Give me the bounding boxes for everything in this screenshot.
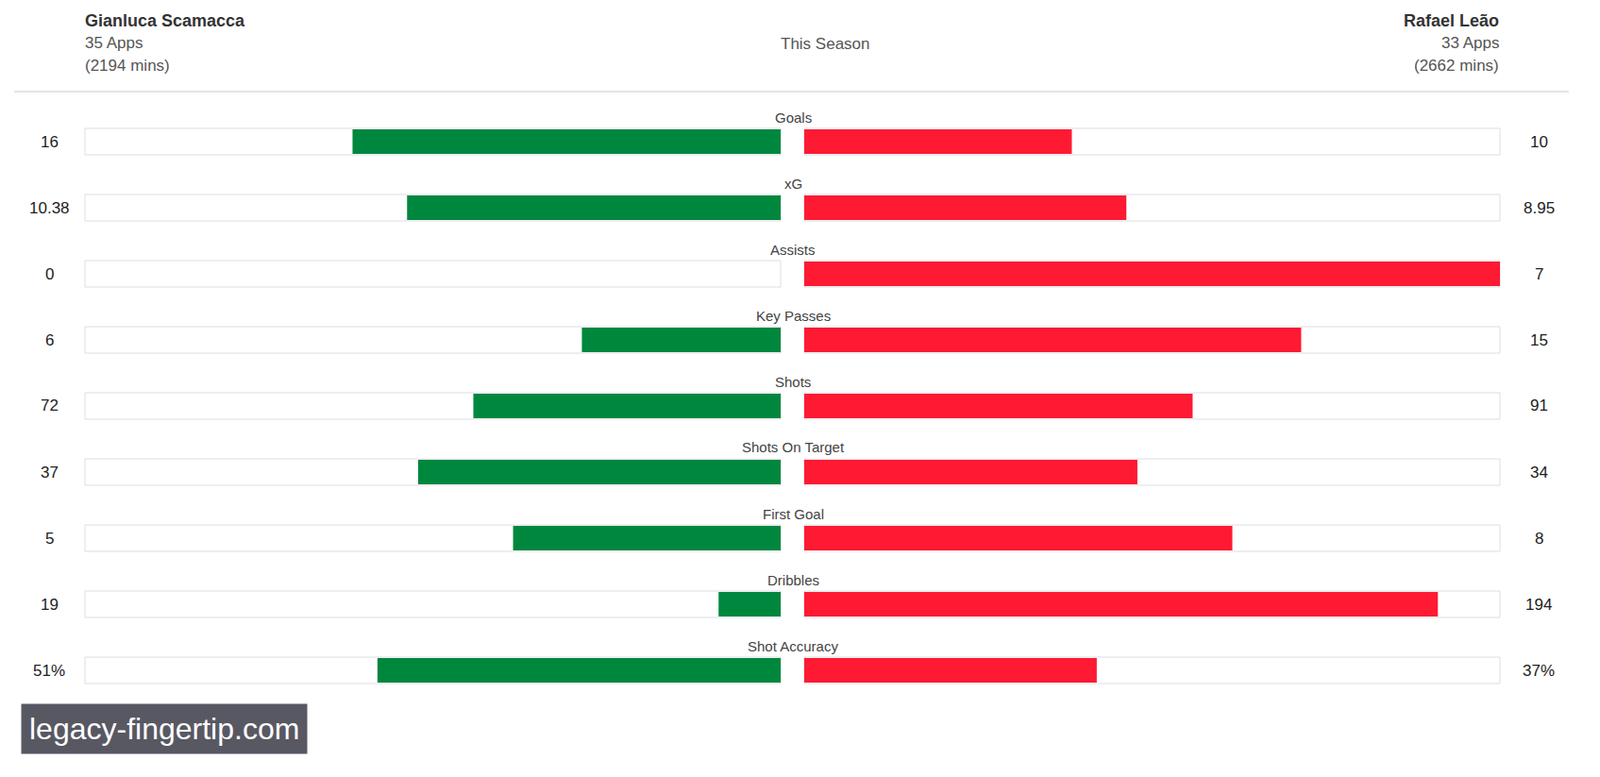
svg-text:10.38: 10.38 [29,199,70,218]
svg-text:0: 0 [45,265,54,284]
svg-text:72: 72 [40,396,59,415]
svg-text:37%: 37% [1522,661,1555,680]
svg-text:(2194 mins): (2194 mins) [84,56,170,75]
svg-text:19: 19 [40,595,59,614]
svg-text:This Season: This Season [780,34,871,53]
svg-text:15: 15 [1530,331,1549,350]
svg-text:6: 6 [45,331,54,350]
svg-text:Rafael Leão: Rafael Leão [1403,11,1499,31]
svg-text:Key Passes: Key Passes [756,307,831,324]
svg-text:5: 5 [45,529,54,548]
svg-text:Shots: Shots [774,373,811,390]
svg-text:xG: xG [784,175,803,192]
svg-text:34: 34 [1530,463,1549,482]
svg-text:51%: 51% [33,661,66,680]
svg-text:legacy-fingertip.com: legacy-fingertip.com [29,711,300,746]
svg-text:35 Apps: 35 Apps [84,33,143,52]
svg-text:7: 7 [1534,265,1544,284]
svg-text:Assists: Assists [770,241,816,258]
svg-text:Shots On Target: Shots On Target [741,438,845,455]
svg-text:16: 16 [40,133,59,152]
svg-text:Gianluca Scamacca: Gianluca Scamacca [84,11,246,31]
svg-text:194: 194 [1525,595,1552,614]
svg-text:37: 37 [40,463,59,482]
svg-text:Goals: Goals [774,109,812,126]
svg-text:8: 8 [1534,529,1544,548]
svg-text:91: 91 [1530,396,1549,415]
svg-text:33 Apps: 33 Apps [1441,33,1499,52]
svg-text:10: 10 [1530,133,1549,152]
svg-text:First Goal: First Goal [762,505,825,523]
svg-text:Dribbles: Dribbles [767,572,820,589]
svg-text:(2662 mins): (2662 mins) [1414,56,1499,75]
svg-text:Shot Accuracy: Shot Accuracy [747,638,839,655]
svg-text:8.95: 8.95 [1523,199,1555,218]
